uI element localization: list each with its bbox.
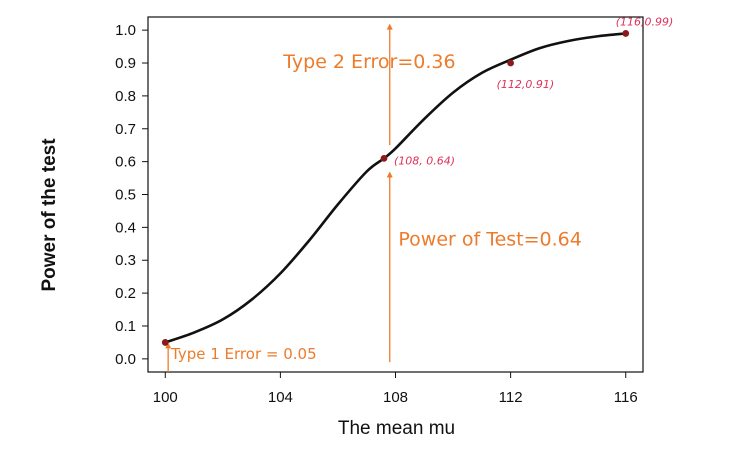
y-tick-label: 1.0 — [115, 22, 136, 39]
annotation-text: Power of Test=0.64 — [398, 228, 581, 250]
data-point — [622, 30, 630, 37]
y-axis: 0.0 0.1 0.2 0.3 0.4 0.5 0.6 0.7 0.8 0.9 1.0 — [115, 22, 148, 368]
y-tick-label: 0.4 — [115, 219, 136, 236]
handwritten-point-labels: (108, 0.64) (112,0.91) (116,0.99) — [394, 15, 673, 167]
y-tick-label: 0.5 — [115, 187, 136, 204]
arrow-head — [165, 342, 172, 349]
arrow-head — [386, 23, 393, 30]
y-tick-label: 0.8 — [115, 88, 136, 105]
y-tick-label: 0.2 — [115, 285, 136, 302]
y-tick-label: 0.3 — [115, 252, 136, 269]
x-tick-label: 100 — [153, 389, 178, 406]
x-tick-label: 116 — [614, 389, 638, 406]
y-tick-label: 0.7 — [115, 121, 136, 138]
x-tick-label: 104 — [268, 389, 293, 406]
y-tick-label: 0.1 — [115, 318, 136, 335]
annotations: Type 2 Error=0.36 Power of Test=0.64 Type … — [170, 51, 582, 363]
x-axis: 100 104 108 112 116 — [153, 372, 638, 406]
annotation-text: Type 1 Error = 0.05 — [170, 345, 317, 363]
x-tick-label: 108 — [383, 389, 408, 406]
data-point — [161, 339, 169, 346]
annotation-arrows — [165, 23, 393, 372]
point-label: (112,0.91) — [497, 78, 555, 91]
data-points — [161, 30, 630, 346]
y-tick-label: 0.0 — [115, 351, 136, 368]
y-tick-label: 0.6 — [115, 154, 136, 171]
data-point — [380, 154, 388, 162]
x-axis-title: The mean mu — [338, 418, 455, 439]
power-curve-line — [164, 32, 626, 344]
data-point — [507, 59, 515, 67]
point-label: (116,0.99) — [616, 15, 674, 28]
y-tick-label: 0.9 — [115, 55, 136, 72]
x-tick-label: 112 — [499, 389, 523, 406]
annotation-text: Type 2 Error=0.36 — [282, 51, 455, 73]
arrow-head — [386, 171, 393, 178]
point-label: (108, 0.64) — [394, 154, 455, 167]
y-axis-title: Power of the test — [39, 138, 60, 292]
